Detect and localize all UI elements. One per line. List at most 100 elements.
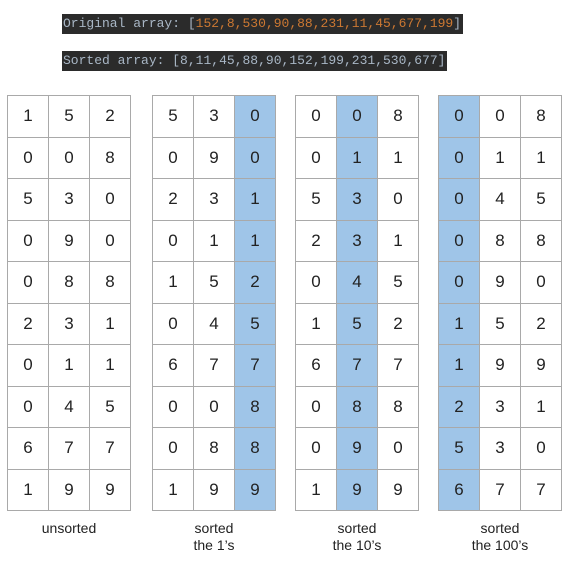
table-cell: 6: [8, 428, 49, 470]
table-cell: 5: [439, 428, 480, 470]
table-cell: 0: [480, 96, 521, 138]
array-value: 231: [352, 53, 375, 68]
caption-sorted-ones: sorted the 1’s: [152, 520, 276, 554]
caption-line: the 100’s: [438, 537, 562, 554]
table-cell: 9: [337, 428, 378, 470]
table-cell: 1: [521, 387, 562, 429]
table-cell: 4: [480, 179, 521, 221]
table-cell: 4: [337, 262, 378, 304]
table-cell: 0: [194, 387, 235, 429]
table-cell: 1: [90, 304, 131, 346]
caption-line: the 10’s: [295, 537, 419, 554]
table-cell: 7: [480, 470, 521, 512]
table-cell: 1: [337, 138, 378, 180]
caption-line: the 1’s: [152, 537, 276, 554]
table-cell: 0: [49, 138, 90, 180]
table-cell: 8: [90, 138, 131, 180]
table-cell: 1: [521, 138, 562, 180]
table-cell: 1: [235, 179, 276, 221]
array-value: 45: [375, 16, 391, 31]
table-cell: 0: [235, 138, 276, 180]
table-cell: 9: [521, 345, 562, 387]
table-cell: 1: [439, 345, 480, 387]
table-cell: 1: [8, 96, 49, 138]
table-cell: 5: [337, 304, 378, 346]
array-value: 152: [196, 16, 219, 31]
table-cell: 5: [235, 304, 276, 346]
table-cell: 0: [153, 428, 194, 470]
table-cell: 0: [439, 96, 480, 138]
caption-line: sorted: [152, 520, 276, 537]
table-cell: 9: [194, 470, 235, 512]
table-cell: 3: [49, 304, 90, 346]
table-cell: 3: [194, 96, 235, 138]
table-cell: 0: [439, 179, 480, 221]
table-cell: 2: [296, 221, 337, 263]
table-cell: 0: [90, 221, 131, 263]
array-value: 90: [274, 16, 290, 31]
table-cell: 1: [439, 304, 480, 346]
table-cell: 0: [153, 304, 194, 346]
table-cell: 0: [153, 387, 194, 429]
array-value: 11: [352, 16, 368, 31]
table-cell: 1: [90, 345, 131, 387]
table-cell: 8: [235, 387, 276, 429]
table-cell: 0: [296, 428, 337, 470]
caption-line: unsorted: [7, 520, 131, 537]
table-cell: 0: [296, 96, 337, 138]
table-cell: 1: [235, 221, 276, 263]
array-value: 45: [219, 53, 235, 68]
table-cell: 0: [337, 96, 378, 138]
table-cell: 5: [8, 179, 49, 221]
table-cell: 8: [49, 262, 90, 304]
table-cell: 5: [296, 179, 337, 221]
table-cell: 0: [235, 96, 276, 138]
array-value: 677: [399, 16, 422, 31]
table-cell: 0: [8, 262, 49, 304]
table-cell: 8: [378, 96, 419, 138]
caption-line: sorted: [295, 520, 419, 537]
table-cell: 9: [49, 221, 90, 263]
table-cell: 9: [49, 470, 90, 512]
table-cell: 0: [8, 345, 49, 387]
table-cell: 1: [378, 138, 419, 180]
table-cell: 7: [90, 428, 131, 470]
table-cell: 8: [194, 428, 235, 470]
table-cell: 8: [378, 387, 419, 429]
table-cell: 0: [378, 428, 419, 470]
caption-line: sorted: [438, 520, 562, 537]
array-value: 8: [180, 53, 188, 68]
table-cell: 8: [480, 221, 521, 263]
table-cell: 6: [296, 345, 337, 387]
array-value: 231: [321, 16, 344, 31]
table-cell: 6: [439, 470, 480, 512]
table-cell: 1: [153, 470, 194, 512]
table-cell: 1: [194, 221, 235, 263]
table-cell: 3: [480, 428, 521, 470]
table-cell: 1: [153, 262, 194, 304]
table-cell: 9: [480, 345, 521, 387]
table-cell: 1: [296, 304, 337, 346]
table-cell: 0: [8, 138, 49, 180]
table-cell: 3: [49, 179, 90, 221]
table-cell: 9: [194, 138, 235, 180]
table-cell: 2: [521, 304, 562, 346]
sorted-array-label: Sorted array:: [63, 53, 172, 68]
array-value: 152: [289, 53, 312, 68]
table-cell: 8: [235, 428, 276, 470]
table-cell: 9: [337, 470, 378, 512]
table-cell: 6: [153, 345, 194, 387]
array-value: 199: [430, 16, 453, 31]
table-cell: 4: [49, 387, 90, 429]
table-cell: 1: [296, 470, 337, 512]
table-cell: 0: [521, 428, 562, 470]
table-cell: 0: [296, 138, 337, 180]
array-value: 677: [414, 53, 437, 68]
table-cell: 3: [480, 387, 521, 429]
table-cell: 2: [235, 262, 276, 304]
array-value: 88: [243, 53, 259, 68]
table-cell: 1: [480, 138, 521, 180]
